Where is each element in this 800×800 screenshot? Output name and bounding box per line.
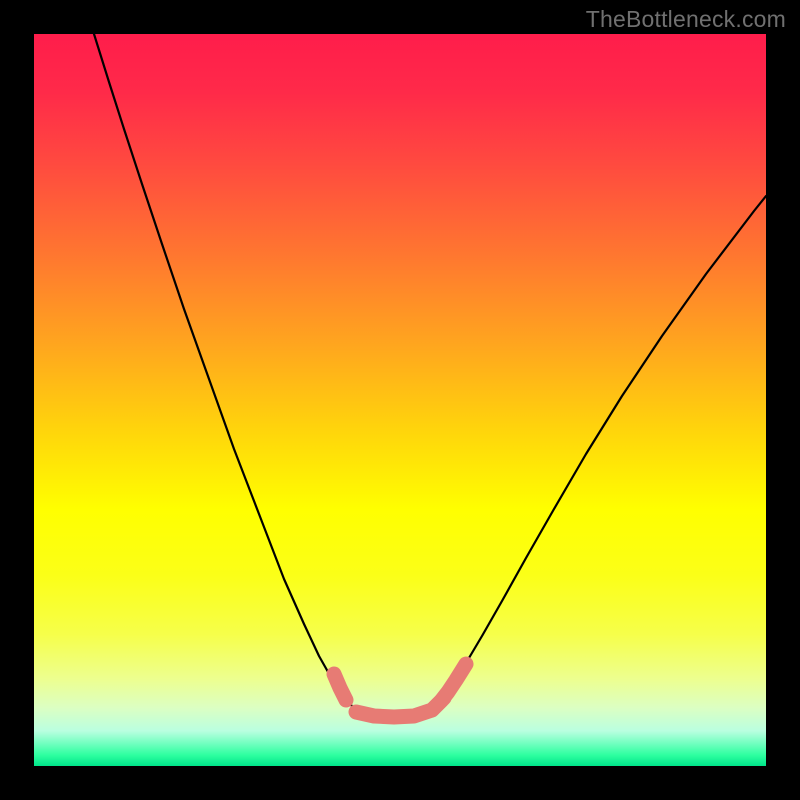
chart-frame: TheBottleneck.com <box>0 0 800 800</box>
plot-area <box>34 34 766 766</box>
watermark-text: TheBottleneck.com <box>586 6 786 33</box>
plot-background <box>34 34 766 766</box>
plot-svg <box>34 34 766 766</box>
